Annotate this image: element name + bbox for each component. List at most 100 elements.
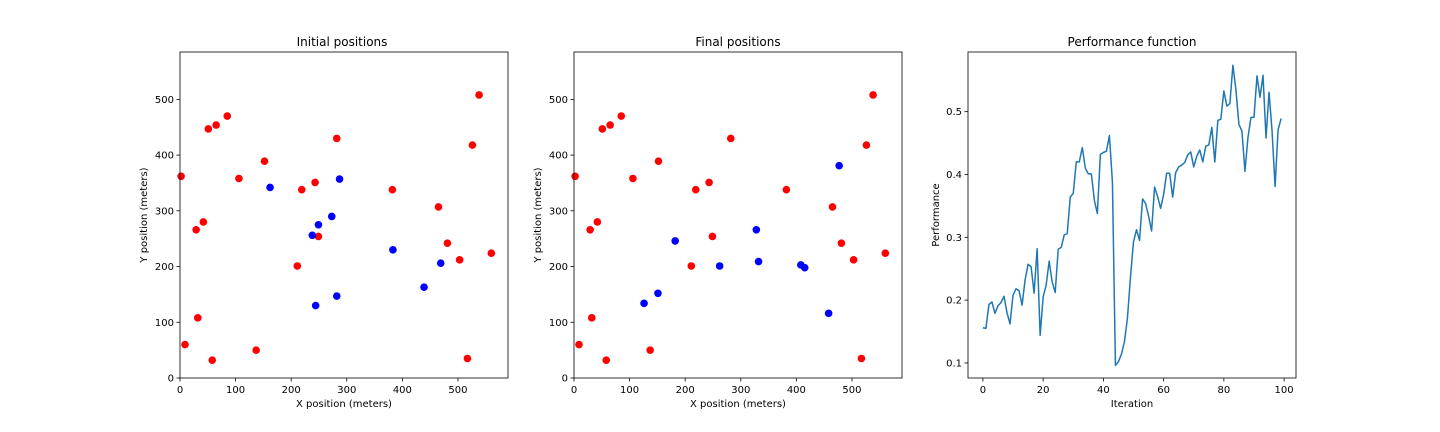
chart-title: Final positions [695,35,780,49]
data-point-red-12 [293,262,302,270]
data-point-red-5 [204,125,213,133]
y-tick-label: 400 [549,151,568,162]
data-point-blue-9 [436,259,445,268]
y-tick-label: 0.3 [946,233,962,244]
x-tick-label: 300 [337,385,356,396]
data-point-blue-3 [715,262,724,270]
y-tick-label: 300 [155,206,174,217]
data-point-red-3 [587,314,596,322]
data-point-blue-8 [420,283,428,291]
data-point-red-7 [606,121,614,129]
data-point-red-8 [617,112,626,120]
data-point-red-4 [593,218,602,226]
x-tick-label: 500 [842,385,861,396]
data-point-red-11 [260,157,269,166]
data-point-red-5 [598,125,607,133]
y-tick-label: 0.1 [946,358,962,369]
y-tick-label: 100 [549,318,568,329]
x-tick-label: 60 [1157,385,1170,396]
data-point-red-17 [388,185,397,194]
x-tick-label: 80 [1217,385,1230,396]
data-point-blue-6 [335,175,344,183]
data-point-red-14 [705,178,713,187]
y-tick-label: 500 [549,95,568,106]
x-tick-label: 200 [282,385,301,396]
data-point-red-13 [297,185,306,194]
y-tick-label: 100 [155,318,174,329]
data-point-red-19 [837,239,846,247]
x-tick-label: 100 [1275,385,1294,396]
axes-frame [179,51,509,379]
data-point-blue-4 [327,212,336,221]
data-point-red-9 [629,174,637,183]
data-point-red-13 [691,185,700,194]
chart-title: Performance function [1068,35,1197,49]
x-tick-label: 40 [1097,385,1110,396]
data-point-blue-1 [654,289,662,298]
axes-frame [573,51,903,379]
data-point-red-18 [434,203,443,211]
x-tick-label: 400 [787,385,806,396]
data-point-red-9 [235,174,243,183]
data-point-red-24 [487,249,496,257]
data-point-blue-7 [800,263,809,272]
subplot-performance-function: Performance function Iteration Performan… [931,35,1297,410]
y-axis-label: Y position (meters) [139,167,150,263]
data-point-blue-4 [752,225,761,234]
x-axis-label: Iteration [1111,399,1153,410]
x-tick-label: 400 [393,385,412,396]
data-point-red-0 [177,172,185,181]
data-point-red-22 [468,141,477,149]
data-point-blue-1 [308,231,317,240]
data-point-red-4 [199,218,208,226]
data-point-red-21 [463,354,472,363]
data-point-red-0 [571,172,579,181]
data-point-red-8 [223,112,232,120]
x-tick-label: 300 [731,385,750,396]
x-tick-label: 100 [620,385,639,396]
subplot-final-positions: Final positions X position (meters) Y po… [533,35,903,410]
data-point-red-20 [455,256,464,264]
y-axis-label: Y position (meters) [533,167,544,263]
y-tick-label: 0.4 [946,170,962,181]
y-tick-label: 0.2 [946,296,962,307]
x-tick-label: 0 [980,385,986,396]
x-tick-label: 200 [676,385,695,396]
data-point-red-2 [192,225,200,234]
y-tick-label: 0 [562,374,568,385]
y-tick-label: 0.5 [946,107,962,118]
data-point-red-11 [654,157,663,166]
y-tick-label: 200 [155,262,174,273]
data-point-red-23 [869,91,877,99]
data-point-red-15 [708,232,717,241]
axes-frame [967,51,1297,379]
data-point-red-16 [726,134,735,143]
data-point-blue-0 [640,299,648,308]
x-tick-label: 0 [177,385,183,396]
data-point-red-7 [212,121,220,129]
data-point-blue-5 [754,257,763,266]
data-point-red-23 [475,91,483,99]
x-tick-label: 100 [226,385,245,396]
data-point-red-10 [252,346,260,354]
y-axis-label: Performance [931,183,942,246]
data-point-blue-2 [671,237,679,245]
data-point-red-21 [857,354,866,363]
data-point-red-15 [314,232,323,241]
data-point-blue-8 [824,309,833,318]
data-point-red-10 [646,346,654,354]
subplot-initial-positions: Initial positions X position (meters) Y … [139,35,509,410]
y-tick-label: 300 [549,206,568,217]
x-tick-label: 0 [571,385,577,396]
data-point-red-1 [181,340,189,349]
y-tick-label: 0 [168,374,174,385]
data-point-red-6 [208,356,217,364]
data-point-blue-2 [311,301,320,310]
data-point-red-14 [311,178,319,187]
x-axis-label: X position (meters) [690,399,786,410]
data-point-red-6 [602,356,611,364]
data-point-red-24 [881,249,890,257]
y-tick-label: 200 [549,262,568,273]
data-point-blue-5 [332,292,341,300]
